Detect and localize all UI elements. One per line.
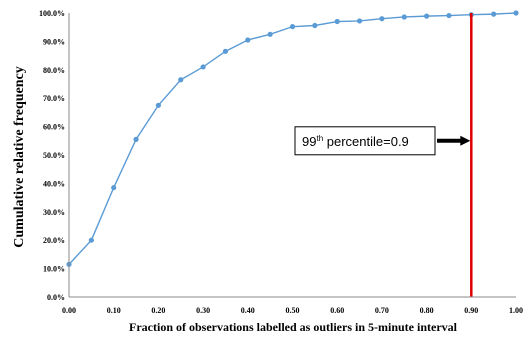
axes-layer: [68, 13, 516, 298]
y-tick-label: 90.0%: [43, 37, 65, 46]
data-point: [88, 237, 94, 243]
x-tick-label: 0.30: [196, 306, 210, 315]
y-tick-label: 20.0%: [43, 236, 65, 245]
data-point: [424, 13, 430, 19]
data-point: [133, 136, 139, 142]
data-point: [200, 64, 206, 70]
annotation-suffix: percentile=0.9: [323, 134, 409, 149]
y-tick-label: 50.0%: [43, 151, 65, 160]
y-tick-label: 30.0%: [43, 208, 65, 217]
y-tick-label: 40.0%: [43, 179, 65, 188]
x-tick-label: 0.20: [151, 306, 165, 315]
annotation-label: 99th percentile=0.9: [302, 134, 409, 149]
y-tick-label: 0.0%: [47, 293, 65, 302]
data-point: [222, 48, 229, 54]
data-point: [312, 22, 318, 29]
y-tick-label: 80.0%: [43, 66, 65, 75]
data-point: [267, 31, 273, 37]
annotation-superscript: th: [316, 134, 323, 143]
y-tick-label: 100.0%: [39, 9, 65, 18]
data-point: [245, 37, 251, 43]
x-tick-label: 0.70: [375, 306, 389, 315]
x-tick-label: 1.00: [509, 306, 523, 315]
x-axis-title: Fraction of observations labelled as out…: [129, 320, 458, 334]
annotation-box: [294, 126, 436, 156]
data-point: [491, 11, 497, 17]
data-point: [178, 77, 184, 83]
annotation-prefix: 99: [302, 134, 316, 149]
data-point: [289, 24, 296, 30]
y-tick-labels: 0.0% 10.0% 20.0% 30.0% 40.0% 50.0% 60.0% 70.0% 8…: [39, 9, 65, 302]
data-point: [356, 18, 363, 24]
y-tick-label: 10.0%: [43, 265, 65, 274]
y-axis-title: Cumulative relative frequency: [12, 66, 27, 247]
data-point: [111, 185, 117, 191]
x-tick-label: 0.10: [107, 306, 121, 315]
data-point: [401, 14, 407, 20]
y-tick-label: 70.0%: [43, 94, 65, 103]
x-tick-label: 0.40: [241, 306, 255, 315]
x-tick-labels: 0.00 0.10 0.20 0.30 0.40 0.50 0.60 0.70 0.80 0.90…: [62, 306, 523, 315]
data-point: [446, 12, 452, 19]
x-tick-label: 0.60: [330, 306, 344, 315]
data-point: [513, 10, 519, 16]
x-tick-label: 0.50: [286, 306, 300, 315]
data-point: [334, 18, 340, 25]
data-point: [379, 16, 385, 22]
y-tick-label: 60.0%: [43, 123, 65, 132]
plot-layer: [66, 10, 519, 297]
data-point: [155, 102, 161, 108]
x-tick-label: 0.00: [62, 306, 76, 315]
annotation-arrow-head: [460, 135, 471, 146]
x-tick-label: 0.80: [420, 306, 434, 315]
percentile-annotation: 99th percentile=0.9: [294, 126, 471, 156]
x-tick-label: 0.90: [464, 306, 478, 315]
